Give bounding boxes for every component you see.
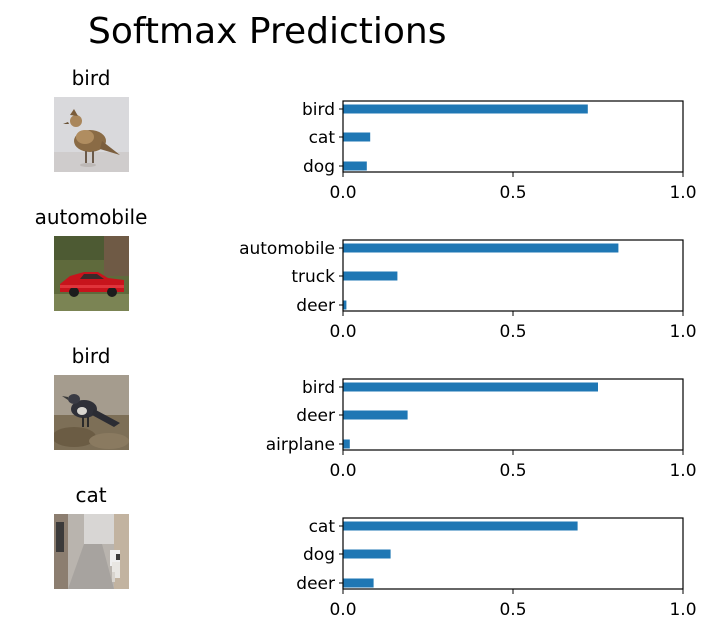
y-tick-label: deer [296,574,335,594]
prediction-bar [343,382,598,392]
prediction-bar [343,161,367,171]
dark-bird-photo-thumbnail [54,375,129,450]
x-tick-label: 0.0 [329,600,356,620]
prediction-bar-chart: bird deer airplane 0.0 0.5 1.0 [266,378,697,481]
y-tick-label: airplane [266,435,335,455]
prediction-bar [343,439,350,449]
prediction-bar [343,410,408,420]
prediction-bar [343,271,398,281]
x-tick-label: 1.0 [669,183,696,203]
x-tick-label: 0.0 [329,322,356,342]
prediction-bar-chart: cat dog deer 0.0 0.5 1.0 [296,517,696,620]
y-tick-label: automobile [239,239,335,259]
prediction-row: cat cat dog deer 0.0 0.5 1.0 [0,483,711,623]
prediction-bar [343,521,578,531]
x-tick-label: 0.5 [499,322,526,342]
y-tick-label: dog [303,545,335,565]
red-car-photo-thumbnail [54,236,129,311]
y-tick-label: cat [309,517,336,537]
prediction-bar [343,549,391,559]
prediction-bar [343,300,347,310]
y-tick-label: cat [309,128,336,148]
x-tick-label: 0.5 [499,461,526,481]
y-tick-label: truck [291,267,335,287]
prediction-bar [343,243,619,253]
x-tick-label: 0.5 [499,600,526,620]
x-tick-label: 0.5 [499,183,526,203]
y-tick-label: bird [302,378,335,398]
prediction-row: bird bird deer airplane 0.0 0.5 1.0 [0,344,711,484]
image-title: bird [71,344,111,368]
prediction-bar [343,132,371,142]
image-title: bird [71,66,111,90]
y-tick-label: deer [296,406,335,426]
image-title: cat [75,483,107,507]
cat-in-alley-photo-thumbnail [54,514,129,589]
y-tick-label: deer [296,296,335,316]
y-tick-label: dog [303,157,335,177]
x-tick-label: 1.0 [669,322,696,342]
prediction-bar [343,104,588,114]
x-tick-label: 0.0 [329,461,356,481]
prediction-bar [343,578,374,588]
x-tick-label: 0.0 [329,183,356,203]
image-title: automobile [34,205,148,229]
prediction-row: bird bird cat dog 0.0 0.5 1.0 [0,66,711,206]
figure-title: Softmax Predictions [88,11,447,52]
x-tick-label: 1.0 [669,600,696,620]
prediction-row: automobile automobile truck deer 0.0 0.5 1.0 [0,205,711,345]
y-tick-label: bird [302,100,335,120]
prediction-bar-chart: bird cat dog 0.0 0.5 1.0 [302,100,697,203]
x-tick-label: 1.0 [669,461,696,481]
bird-photo-thumbnail [54,97,129,172]
prediction-bar-chart: automobile truck deer 0.0 0.5 1.0 [239,239,696,342]
